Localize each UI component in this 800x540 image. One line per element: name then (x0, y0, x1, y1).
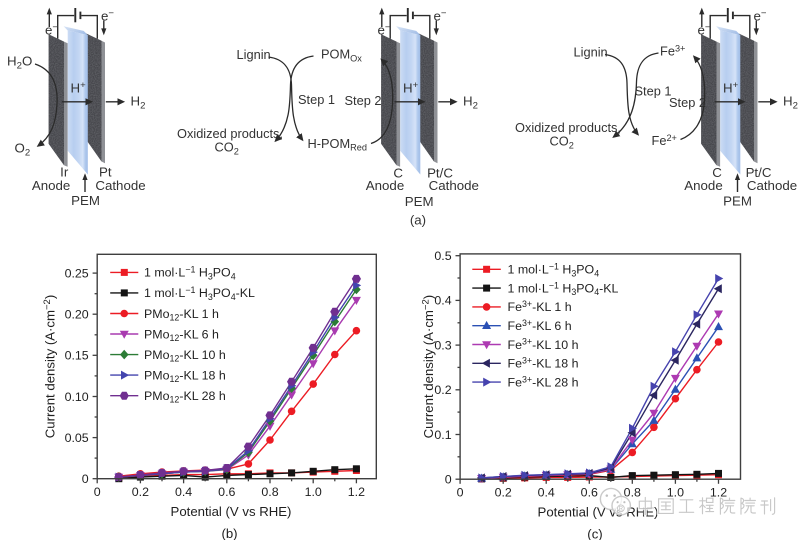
svg-text:0: 0 (94, 485, 101, 499)
svg-text:0.4: 0.4 (538, 486, 555, 500)
svg-text:Pt/C: Pt/C (746, 165, 772, 180)
svg-text:0.20: 0.20 (65, 308, 89, 322)
svg-text:Oxidized products,: Oxidized products, (515, 120, 621, 135)
svg-text:O2​: O2​ (15, 141, 31, 159)
svg-text:0.3: 0.3 (434, 338, 451, 352)
svg-text:0.8: 0.8 (261, 485, 278, 499)
svg-text:1.0: 1.0 (667, 486, 684, 500)
svg-text:1 mol·L−1​ H3​PO4​: 1 mol·L−1​ H3​PO4​ (508, 262, 600, 279)
svg-text:1.2: 1.2 (348, 485, 365, 499)
svg-text:Ir: Ir (60, 165, 69, 180)
svg-text:PMo12​-KL 6 h: PMo12​-KL 6 h (144, 327, 219, 343)
svg-text:Cathode: Cathode (747, 178, 797, 193)
svg-text:POMOx​: POMOx​ (321, 47, 362, 64)
svg-text:1.2: 1.2 (710, 486, 727, 500)
svg-text:1 mol·L−1​ H3​PO4​: 1 mol·L−1​ H3​PO4​ (144, 265, 236, 282)
svg-text:0.6: 0.6 (218, 485, 235, 499)
svg-text:CO2​: CO2​ (550, 134, 574, 151)
svg-text:1 mol·L−1​ H3​PO4​-KL: 1 mol·L−1​ H3​PO4​-KL (144, 285, 255, 302)
svg-text:(b): (b) (221, 526, 237, 540)
svg-text:H2​: H2​ (463, 94, 478, 112)
svg-text:PEM: PEM (405, 194, 434, 209)
svg-text:C: C (393, 166, 403, 181)
svg-text:0.6: 0.6 (581, 486, 598, 500)
svg-text:H+​: H+​ (723, 80, 739, 95)
svg-text:0.05: 0.05 (65, 431, 89, 445)
svg-text:0.2: 0.2 (434, 383, 451, 397)
svg-text:H+​: H+​ (71, 80, 87, 95)
svg-text:0: 0 (82, 472, 89, 486)
svg-text:0: 0 (445, 473, 452, 487)
svg-text:Potential (V vs RHE): Potential (V vs RHE) (171, 504, 292, 519)
svg-text:H2​: H2​ (783, 94, 798, 112)
svg-text:Lignin: Lignin (574, 45, 608, 60)
svg-text:Fe2+​: Fe2+​ (652, 133, 677, 148)
svg-text:Cathode: Cathode (95, 178, 145, 193)
svg-text:Anode: Anode (366, 178, 404, 193)
svg-text:Pt: Pt (99, 165, 112, 180)
svg-text:0.2: 0.2 (132, 485, 149, 499)
svg-text:PMo12​-KL 10 h: PMo12​-KL 10 h (144, 348, 226, 364)
svg-text:Pt/C: Pt/C (427, 166, 453, 181)
svg-text:Anode: Anode (684, 178, 722, 193)
svg-text:Fe3+​-KL 28 h: Fe3+​-KL 28 h (508, 374, 579, 389)
svg-text:Step 2: Step 2 (345, 93, 382, 108)
svg-text:0.8: 0.8 (624, 486, 641, 500)
svg-text:H2​O: H2​O (7, 54, 32, 72)
svg-text:H-POMRed​: H-POMRed​ (308, 136, 368, 153)
svg-text:Lignin: Lignin (237, 47, 271, 62)
svg-text:Step 1: Step 1 (298, 92, 335, 107)
svg-text:e−​: e−​ (698, 22, 711, 37)
svg-text:Step 2: Step 2 (669, 95, 706, 110)
svg-text:e−​: e−​ (101, 8, 114, 23)
svg-text:0.4: 0.4 (175, 485, 192, 499)
svg-text:PMo12​-KL 28 h: PMo12​-KL 28 h (144, 389, 226, 405)
svg-text:R: R (619, 507, 624, 513)
svg-text:Current density (A·cm−2​): Current density (A·cm−2​) (421, 295, 436, 439)
svg-text:PMo12​-KL 1 h: PMo12​-KL 1 h (144, 307, 219, 323)
svg-text:PEM: PEM (723, 194, 752, 209)
svg-text:(a): (a) (410, 213, 426, 228)
svg-text:Fe3+​-KL 6 h: Fe3+​-KL 6 h (508, 318, 572, 333)
svg-text:H2​: H2​ (131, 94, 146, 112)
svg-text:Step 1: Step 1 (635, 84, 672, 99)
svg-text:e−​: e−​ (378, 22, 391, 37)
svg-text:PMo12​-KL 18 h: PMo12​-KL 18 h (144, 368, 226, 384)
svg-text:(c): (c) (587, 527, 602, 540)
svg-text:Fe3+​-KL 18 h: Fe3+​-KL 18 h (508, 356, 579, 371)
svg-text:Oxidized products,: Oxidized products, (177, 126, 283, 141)
svg-text:C: C (712, 165, 722, 180)
svg-text:0.25: 0.25 (65, 266, 89, 280)
svg-text:1.0: 1.0 (305, 485, 322, 499)
svg-text:H+​: H+​ (403, 80, 419, 95)
svg-text:0.15: 0.15 (65, 349, 89, 363)
svg-text:1 mol·L−1​ H3​PO4​-KL: 1 mol·L−1​ H3​PO4​-KL (508, 280, 619, 297)
svg-text:0.5: 0.5 (434, 249, 451, 263)
svg-text:e−​: e−​ (45, 22, 58, 37)
svg-text:Fe3+​: Fe3+​ (660, 43, 685, 58)
svg-text:Current density (A·cm−2​): Current density (A·cm−2​) (42, 295, 57, 439)
svg-text:CO2​: CO2​ (215, 140, 239, 157)
svg-text:PEM: PEM (71, 193, 100, 208)
svg-text:Fe3+​-KL 10 h: Fe3+​-KL 10 h (508, 337, 579, 352)
svg-text:0.1: 0.1 (434, 428, 451, 442)
svg-text:0: 0 (457, 486, 464, 500)
svg-text:0.10: 0.10 (65, 390, 89, 404)
svg-text:0.2: 0.2 (495, 486, 512, 500)
svg-text:Fe3+​-KL 1 h: Fe3+​-KL 1 h (508, 299, 572, 314)
svg-text:Cathode: Cathode (429, 178, 479, 193)
svg-text:Anode: Anode (32, 178, 70, 193)
svg-text:e−​: e−​ (754, 8, 767, 23)
svg-text:0.4: 0.4 (434, 294, 451, 308)
svg-text:e−​: e−​ (434, 8, 447, 23)
